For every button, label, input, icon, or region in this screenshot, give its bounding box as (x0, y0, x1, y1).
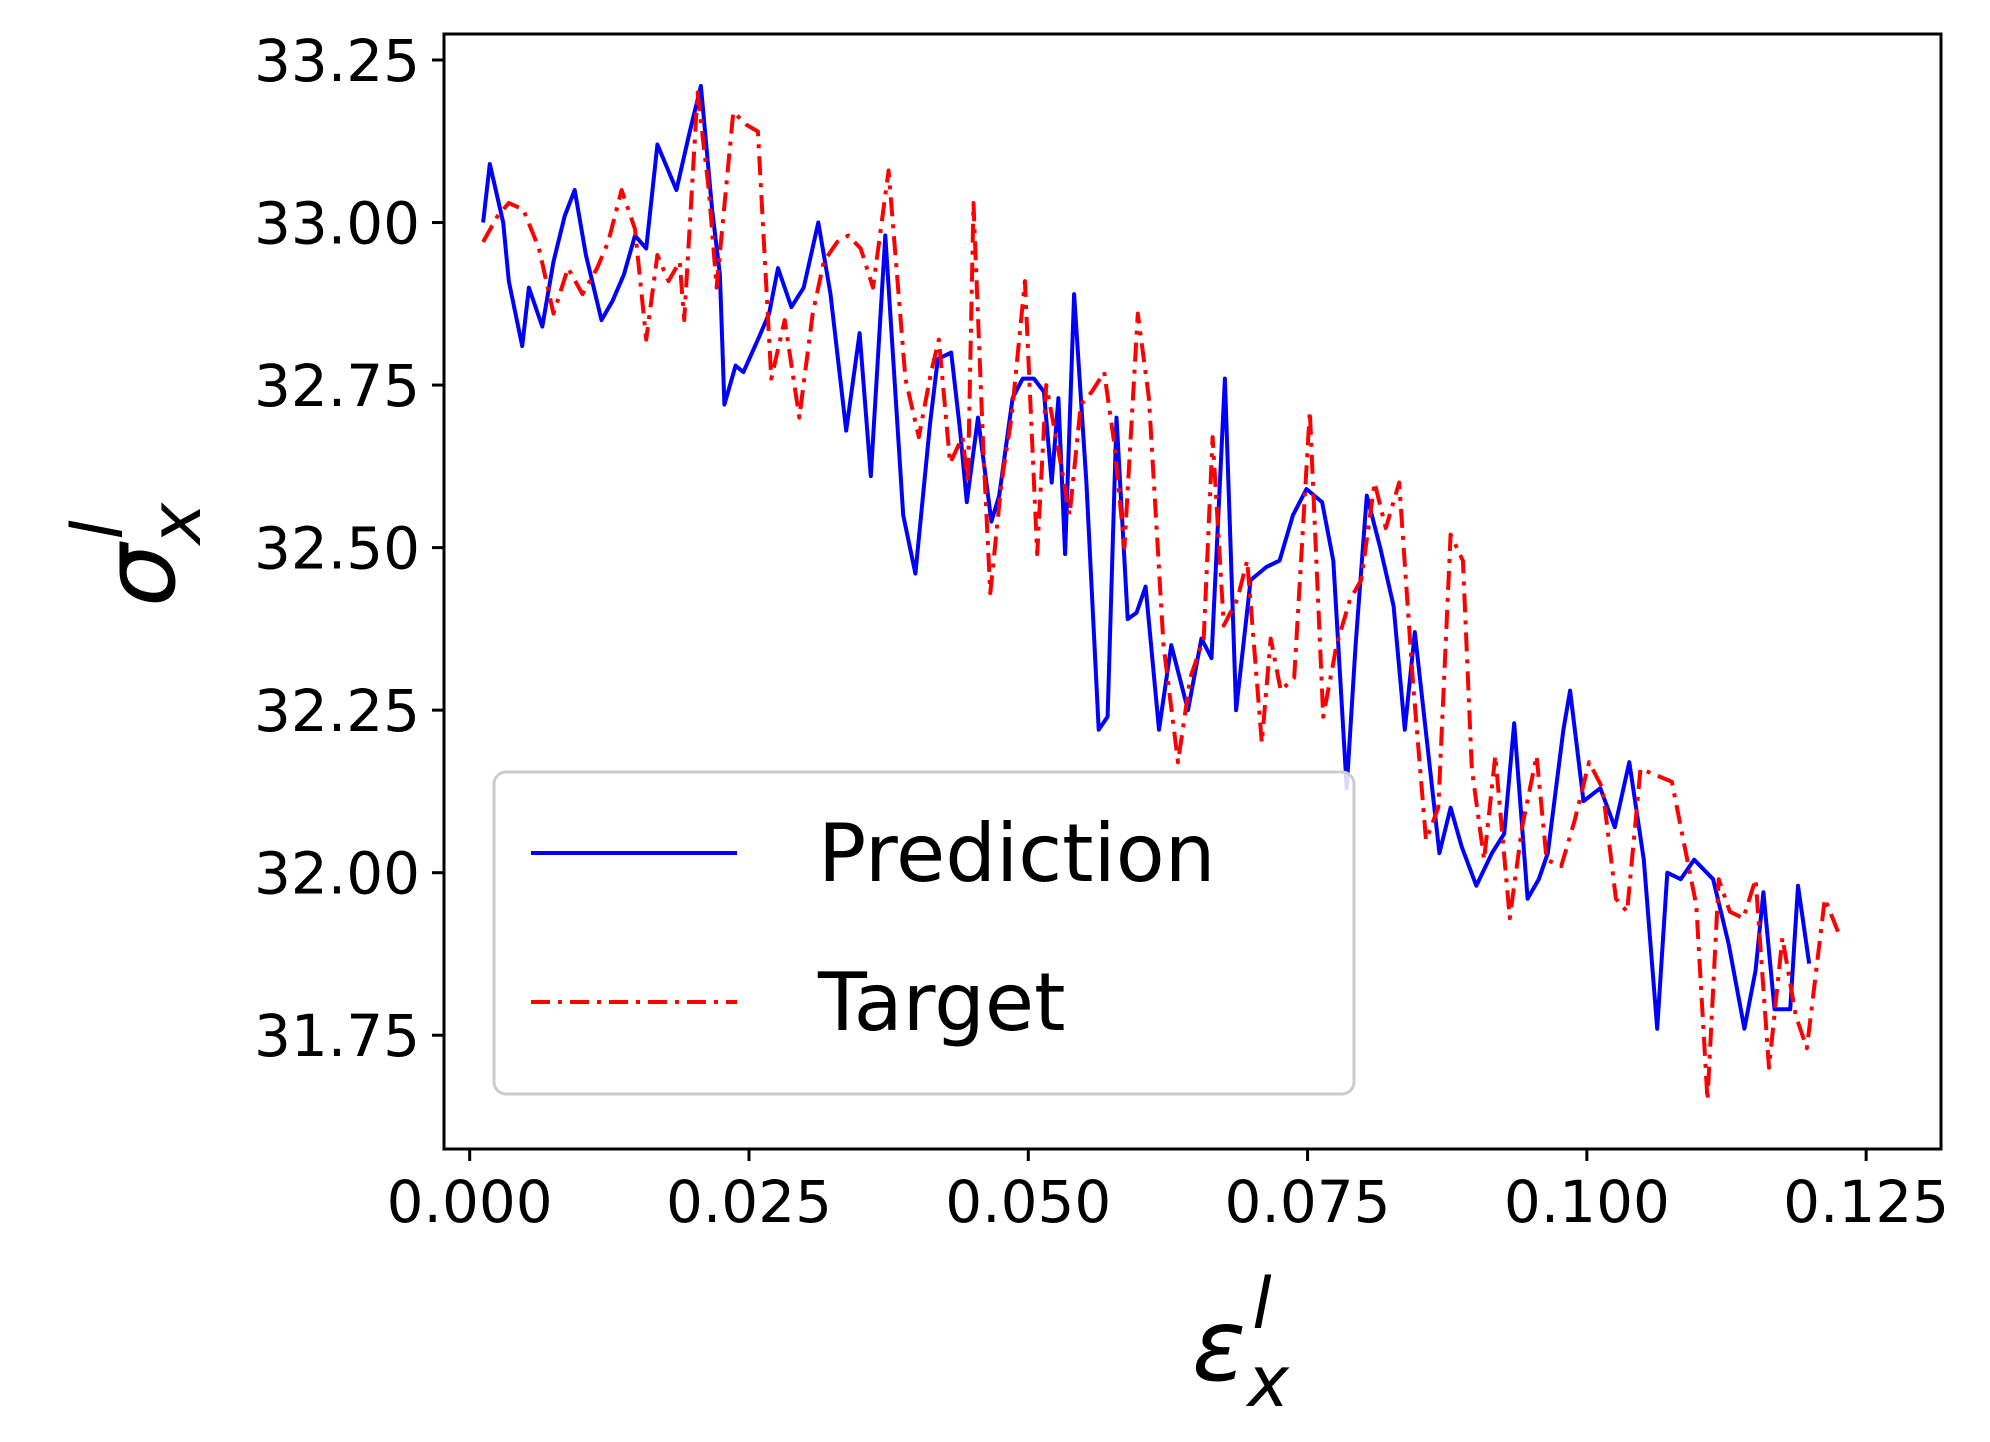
x-tick-label: 0.100 (1504, 1168, 1670, 1236)
y-tick-label: 32.75 (254, 352, 420, 420)
x-tick-label: 0.075 (1225, 1168, 1391, 1236)
x-tick-label: 0.000 (387, 1168, 553, 1236)
series-layer (481, 84, 1843, 1103)
y-tick-label: 33.00 (254, 190, 420, 258)
x-axis: 0.000 0.025 0.050 0.075 0.100 0.125 (387, 1149, 1949, 1236)
y-tick-label: 32.50 (254, 515, 420, 583)
y-axis-label-sup: l (57, 520, 139, 540)
x-axis-label: εl x (1192, 1263, 1290, 1423)
y-tick-label: 32.00 (254, 840, 420, 908)
y-tick-label: 32.25 (254, 677, 420, 745)
x-axis-label-sup: l (1252, 1263, 1272, 1345)
x-tick-label: 0.050 (945, 1168, 1111, 1236)
legend: Prediction Target (492, 770, 1356, 1096)
y-axis-label-base: σ (81, 541, 198, 607)
y-axis-label: σlx (57, 502, 217, 607)
legend-label-target: Target (817, 956, 1066, 1049)
x-axis-label-base: ε (1192, 1287, 1246, 1404)
x-tick-label: 0.125 (1783, 1168, 1949, 1236)
series-line-target (481, 90, 1843, 1103)
y-tick-label: 31.75 (254, 1002, 420, 1070)
x-axis-label-sub: x (1246, 1341, 1290, 1423)
y-axis: 31.75 32.00 32.25 32.50 32.75 33.00 33.25 (254, 27, 444, 1070)
y-axis-label-sub: x (135, 502, 217, 546)
y-tick-label: 33.25 (254, 27, 420, 95)
plot-area-frame (442, 32, 1943, 1151)
legend-label-prediction: Prediction (818, 807, 1215, 900)
x-tick-label: 0.025 (666, 1168, 832, 1236)
